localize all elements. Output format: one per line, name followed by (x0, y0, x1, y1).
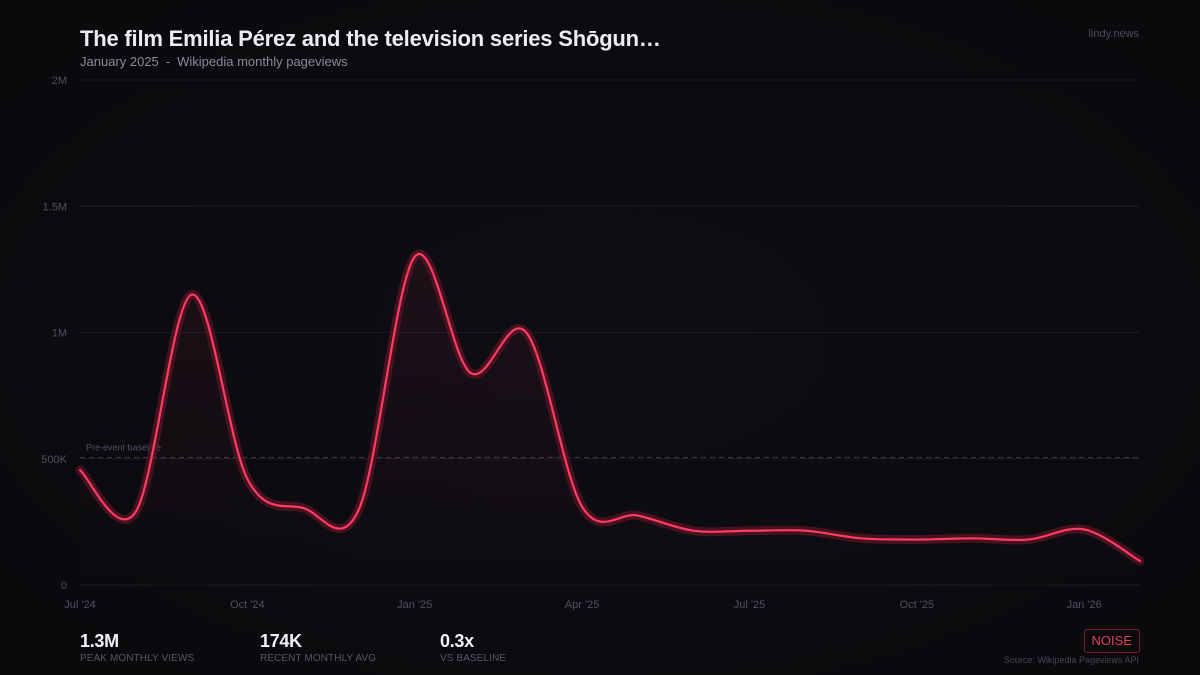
baseline-annotation: Pre-event baseline (80, 442, 1140, 458)
x-axis-labels: Jul '24 Oct '24 Jan '25 Apr '25 Jul '25 Oct '… (64, 599, 1102, 611)
x-tick-label: Apr '25 (565, 599, 600, 611)
stat-recent-avg: 174K RECENT MONTHLY AVG (260, 630, 440, 666)
y-tick-label: 500K (41, 454, 67, 466)
chart-title: The film Emilia Pérez and the television… (80, 26, 661, 51)
stat-peak-value: 1.3M (80, 631, 119, 651)
stat-peak: 1.3M PEAK MONTHLY VIEWS (80, 630, 260, 666)
y-axis-labels: 0 500K 1M 1.5M 2M (41, 75, 67, 592)
y-tick-label: 1.5M (43, 201, 67, 213)
subtitle-date: January 2025 (80, 54, 159, 69)
x-tick-label: Jan '25 (397, 599, 432, 611)
x-tick-label: Jul '25 (734, 599, 765, 611)
classification-badge: NOISE (1083, 629, 1140, 653)
stat-vs-baseline-value: 0.3x (440, 631, 474, 651)
series-line (78, 252, 1142, 563)
chart-header: The film Emilia Pérez and the television… (80, 24, 661, 70)
y-tick-label: 2M (52, 75, 67, 87)
stat-vs-baseline: 0.3x VS BASELINE (440, 630, 620, 666)
source-credit: Source: Wikipedia Pageviews API (1003, 655, 1139, 665)
stats-row: 1.3M PEAK MONTHLY VIEWS 174K RECENT MONT… (80, 630, 620, 666)
brand-link[interactable]: lindy.news (1088, 28, 1139, 40)
x-tick-label: Jul '24 (64, 599, 95, 611)
x-tick-label: Jan '26 (1067, 599, 1102, 611)
x-tick-label: Oct '24 (230, 599, 265, 611)
chart-subtitle: January 2025- Wikipedia monthly pageviews (80, 54, 661, 70)
y-tick-label: 1M (52, 328, 67, 340)
y-tick-label: 0 (61, 580, 67, 592)
stat-recent-avg-value: 174K (260, 631, 302, 651)
stat-peak-label: PEAK MONTHLY VIEWS (80, 653, 195, 664)
x-tick-label: Oct '25 (900, 599, 935, 611)
baseline-label: Pre-event baseline (86, 442, 161, 452)
subtitle-metric: Wikipedia monthly pageviews (177, 54, 348, 69)
stat-vs-baseline-label: VS BASELINE (440, 653, 507, 664)
series-area (80, 254, 1140, 585)
stat-recent-avg-label: RECENT MONTHLY AVG (260, 653, 377, 664)
subtitle-separator: - (165, 54, 171, 69)
